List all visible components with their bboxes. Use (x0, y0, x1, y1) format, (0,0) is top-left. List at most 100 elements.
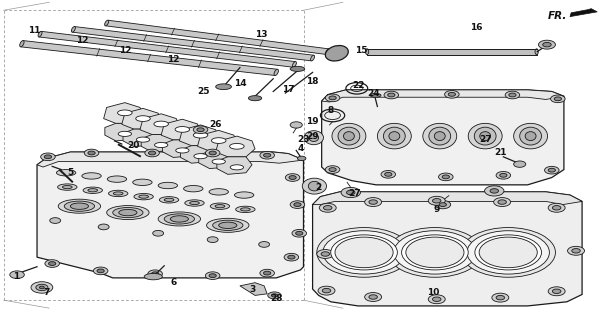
Ellipse shape (19, 41, 24, 47)
Circle shape (263, 271, 271, 275)
Circle shape (93, 267, 108, 275)
Circle shape (384, 91, 399, 99)
Ellipse shape (189, 201, 199, 204)
Text: 29: 29 (307, 132, 319, 140)
Ellipse shape (274, 69, 279, 76)
Text: 3: 3 (249, 284, 255, 293)
Circle shape (152, 272, 159, 276)
Text: 20: 20 (127, 141, 140, 150)
Circle shape (153, 230, 164, 236)
Polygon shape (140, 114, 179, 134)
Circle shape (500, 173, 507, 177)
Circle shape (259, 242, 270, 247)
Circle shape (496, 172, 510, 179)
Circle shape (45, 260, 59, 268)
Circle shape (290, 122, 302, 128)
Circle shape (145, 149, 160, 157)
Ellipse shape (82, 173, 101, 179)
Ellipse shape (215, 204, 225, 208)
Circle shape (381, 171, 396, 178)
Ellipse shape (212, 159, 225, 164)
Circle shape (331, 235, 398, 270)
Ellipse shape (139, 195, 149, 198)
Circle shape (493, 197, 510, 206)
Circle shape (329, 96, 336, 100)
Polygon shape (180, 146, 215, 163)
Circle shape (197, 128, 204, 132)
Circle shape (347, 190, 355, 195)
Circle shape (439, 203, 446, 206)
Ellipse shape (72, 27, 75, 32)
Circle shape (554, 97, 561, 101)
Polygon shape (123, 129, 158, 147)
Ellipse shape (302, 178, 327, 194)
Ellipse shape (136, 116, 151, 122)
Ellipse shape (164, 198, 174, 201)
Circle shape (438, 173, 453, 181)
Ellipse shape (104, 20, 109, 26)
Text: 27: 27 (348, 189, 361, 198)
Ellipse shape (160, 197, 178, 203)
Circle shape (552, 289, 561, 293)
Text: 11: 11 (28, 27, 40, 36)
Polygon shape (39, 31, 296, 67)
Text: FR.: FR. (548, 11, 567, 21)
Circle shape (490, 189, 498, 193)
Circle shape (475, 235, 541, 270)
Text: 2: 2 (316, 183, 322, 192)
Ellipse shape (144, 273, 163, 280)
Ellipse shape (64, 201, 95, 211)
Polygon shape (313, 192, 582, 306)
Circle shape (467, 231, 549, 274)
Circle shape (44, 155, 52, 159)
Circle shape (49, 262, 56, 266)
Polygon shape (570, 9, 597, 17)
Circle shape (538, 40, 555, 49)
Circle shape (572, 249, 580, 253)
Ellipse shape (311, 55, 314, 61)
Polygon shape (37, 152, 304, 278)
Text: 21: 21 (494, 148, 507, 156)
Ellipse shape (58, 199, 101, 213)
Circle shape (461, 228, 555, 277)
Ellipse shape (70, 203, 89, 209)
Ellipse shape (158, 182, 177, 189)
Polygon shape (197, 130, 237, 151)
Text: 12: 12 (76, 36, 89, 45)
Polygon shape (37, 152, 304, 167)
Ellipse shape (185, 200, 204, 206)
Circle shape (148, 270, 163, 277)
Ellipse shape (290, 66, 305, 71)
Circle shape (341, 188, 361, 197)
Circle shape (50, 218, 61, 223)
Ellipse shape (338, 127, 360, 145)
Ellipse shape (304, 131, 324, 145)
Polygon shape (141, 134, 176, 152)
Circle shape (31, 282, 53, 293)
Polygon shape (322, 90, 564, 185)
Circle shape (285, 174, 300, 181)
Circle shape (41, 153, 55, 161)
Ellipse shape (429, 127, 450, 145)
Circle shape (88, 151, 95, 155)
Ellipse shape (210, 203, 229, 209)
Circle shape (552, 205, 561, 210)
Circle shape (296, 231, 303, 235)
Ellipse shape (119, 209, 137, 216)
Circle shape (325, 94, 340, 102)
Ellipse shape (365, 49, 368, 54)
Text: 23: 23 (297, 135, 310, 144)
Ellipse shape (230, 165, 243, 170)
Circle shape (260, 151, 274, 159)
Circle shape (207, 237, 218, 243)
Ellipse shape (309, 134, 319, 141)
Text: 9: 9 (433, 205, 440, 214)
Polygon shape (161, 119, 200, 140)
Ellipse shape (525, 132, 536, 140)
Circle shape (448, 92, 455, 96)
Text: 24: 24 (367, 89, 379, 98)
Polygon shape (240, 283, 267, 295)
Ellipse shape (134, 194, 154, 200)
Ellipse shape (435, 132, 445, 140)
Circle shape (548, 168, 555, 172)
